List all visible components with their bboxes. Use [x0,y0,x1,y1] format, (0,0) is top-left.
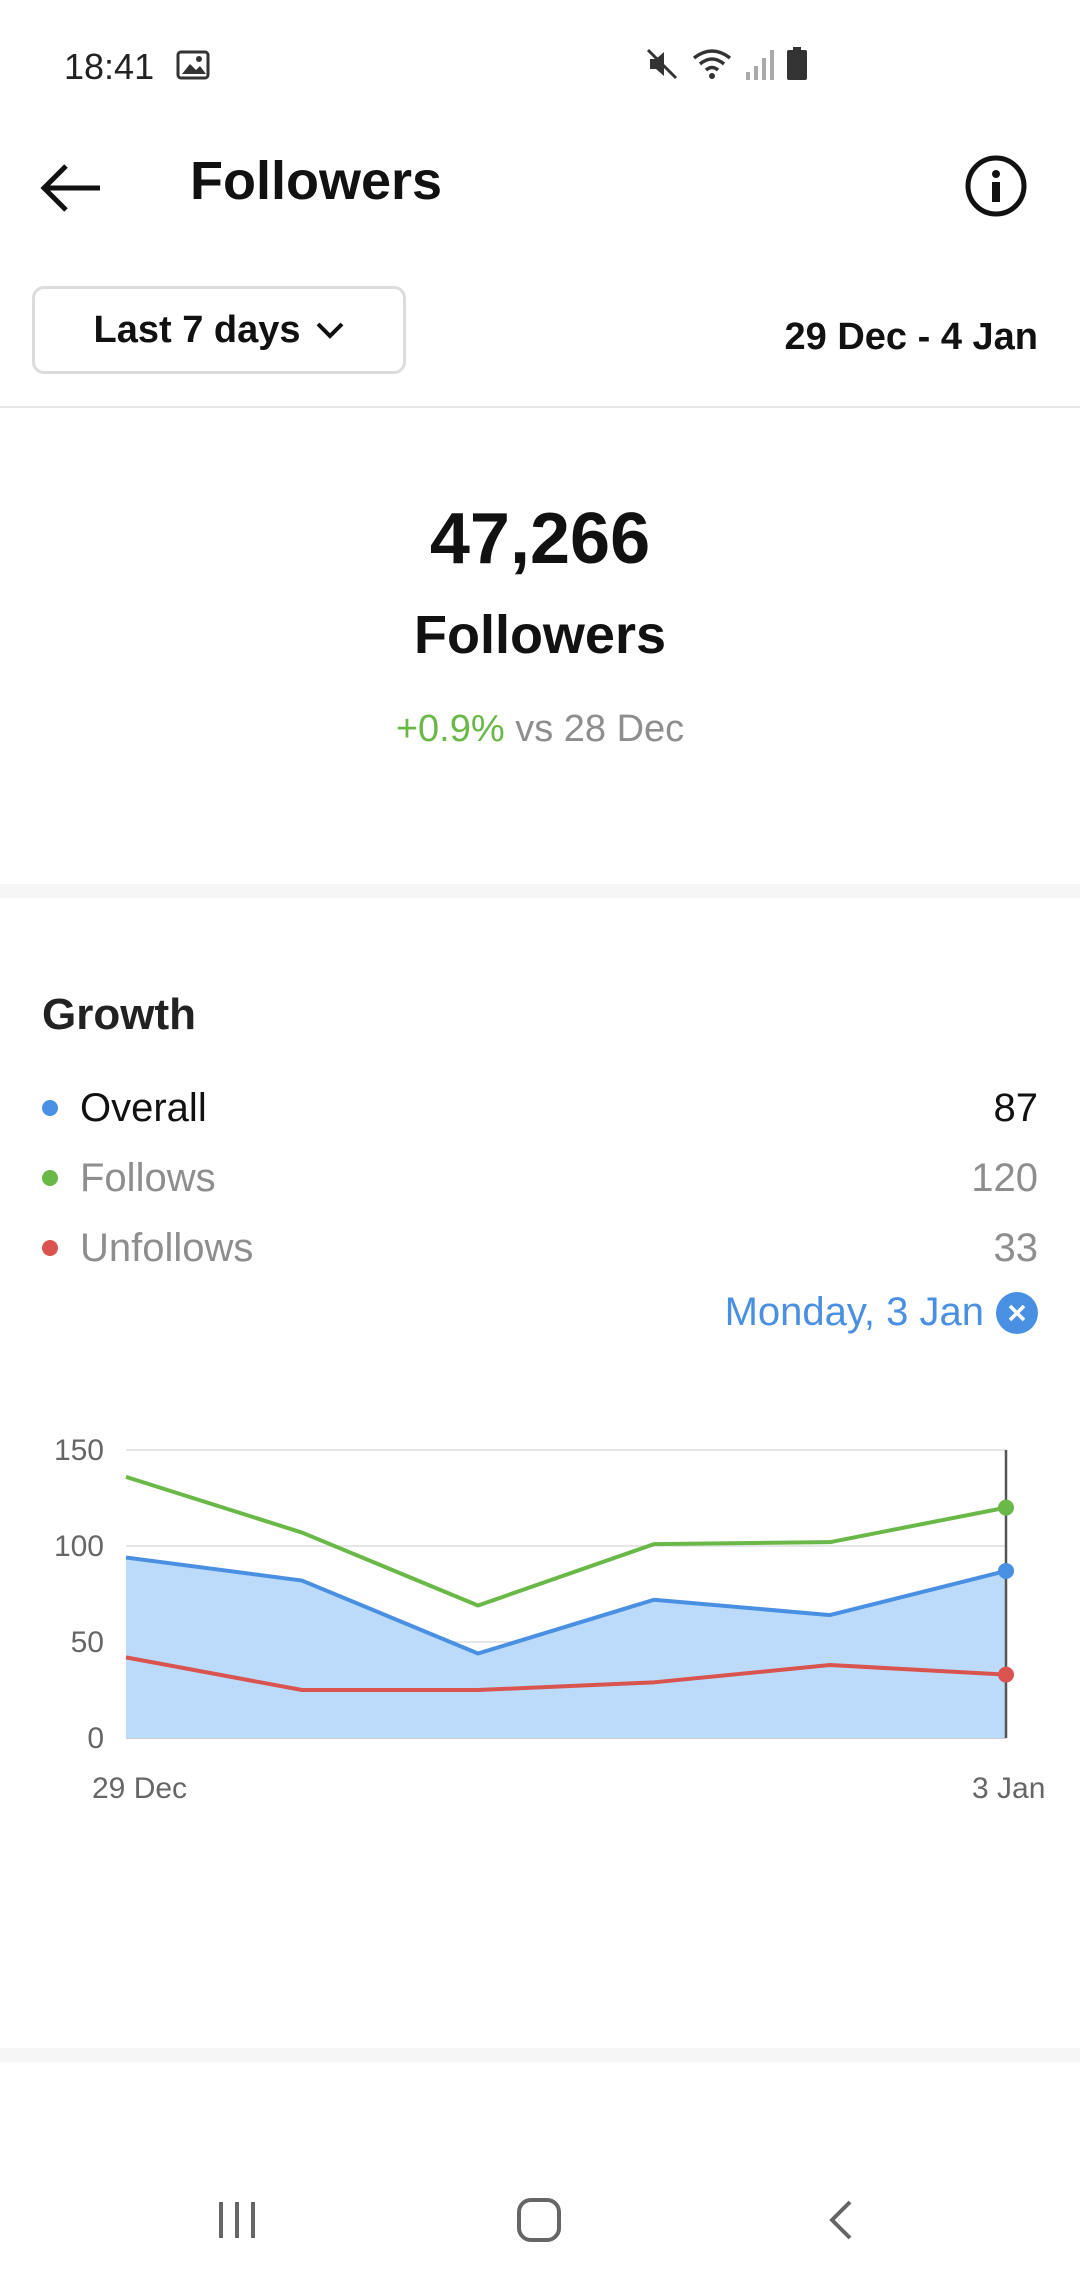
divider [0,406,1080,408]
signal-icon [746,50,774,80]
home-button[interactable] [494,2180,584,2260]
followers-count: 47,266 [429,499,651,579]
battery-icon [787,47,807,80]
app-bar: Followers [0,130,1080,240]
legend-label: Overall [80,1086,207,1130]
legend-label: Unfollows [80,1226,254,1270]
x-tick-label: 29 Dec [92,1772,187,1805]
change-reference: vs 28 Dec [515,708,685,750]
growth-title: Growth [42,990,196,1039]
legend-label: Follows [80,1156,216,1200]
selected-date-label: Monday, 3 Jan [724,1290,984,1334]
clear-selection-button[interactable] [996,1291,1038,1334]
legend-row-overall: Overall 87 [42,1078,1038,1138]
overall-area [126,1557,1006,1738]
legend-dot [42,1170,58,1186]
system-back-button[interactable] [796,2180,886,2260]
back-button[interactable] [36,152,108,224]
close-icon [1008,1304,1026,1321]
series-line-follows [125,1474,1007,1608]
section-divider [0,2048,1080,2062]
y-tick-label: 100 [54,1530,104,1563]
recent-apps-icon [219,2202,255,2238]
followers-change: +0.9% vs 28 Dec [0,708,1080,751]
info-icon [965,155,1027,217]
y-tick-label: 50 [71,1626,104,1659]
legend-dot [42,1100,58,1116]
wifi-icon [692,49,732,79]
system-nav-bar [0,2160,1080,2280]
legend-dot [42,1240,58,1256]
selected-point-overall [998,1562,1014,1579]
arrow-left-icon [40,164,100,212]
y-tick-label: 150 [54,1434,104,1467]
filter-row: Last 7 days 29 Dec - 4 Jan [0,286,1080,406]
series-line-overall [125,1555,1007,1656]
legend-row-follows: Follows 120 [42,1148,1038,1208]
selected-date-chip[interactable]: Monday, 3 Jan [725,1290,1038,1335]
legend-value: 120 [971,1156,1038,1200]
chevron-left-icon [829,2200,852,2240]
legend-value: 33 [993,1226,1039,1270]
x-tick-label: 3 Jan [972,1772,1045,1805]
legend-value: 87 [993,1086,1039,1130]
home-icon [517,2198,561,2242]
change-percent: +0.9% [395,708,505,750]
selected-point-follows [998,1499,1014,1516]
recent-apps-button[interactable] [192,2180,282,2260]
date-range-dropdown-label: Last 7 days [93,308,301,351]
mute-icon [646,48,678,80]
legend-row-unfollows: Unfollows 33 [42,1218,1038,1278]
info-button[interactable] [960,150,1032,222]
chevron-down-icon [316,322,343,339]
gallery-notification-icon [176,50,210,80]
followers-label: Followers [413,605,667,665]
section-divider [0,884,1080,898]
growth-section: Growth Overall 87 Follows 120 Unfollows … [0,898,1080,2048]
selected-point-unfollows [998,1666,1014,1683]
status-time: 18:41 [64,46,155,87]
date-range-text: 29 Dec - 4 Jan [784,316,1038,358]
growth-chart[interactable]: 0 50 100 150 29 Dec 3 Jan [0,1418,1080,1878]
date-range-dropdown[interactable]: Last 7 days [32,286,406,374]
status-bar: 18:41 [0,0,1080,130]
y-tick-label: 0 [87,1722,104,1755]
status-icons [644,46,808,82]
series-line-unfollows [125,1655,1007,1692]
followers-summary: 47,266 Followers +0.9% vs 28 Dec [0,408,1080,884]
page-title: Followers [190,151,443,211]
